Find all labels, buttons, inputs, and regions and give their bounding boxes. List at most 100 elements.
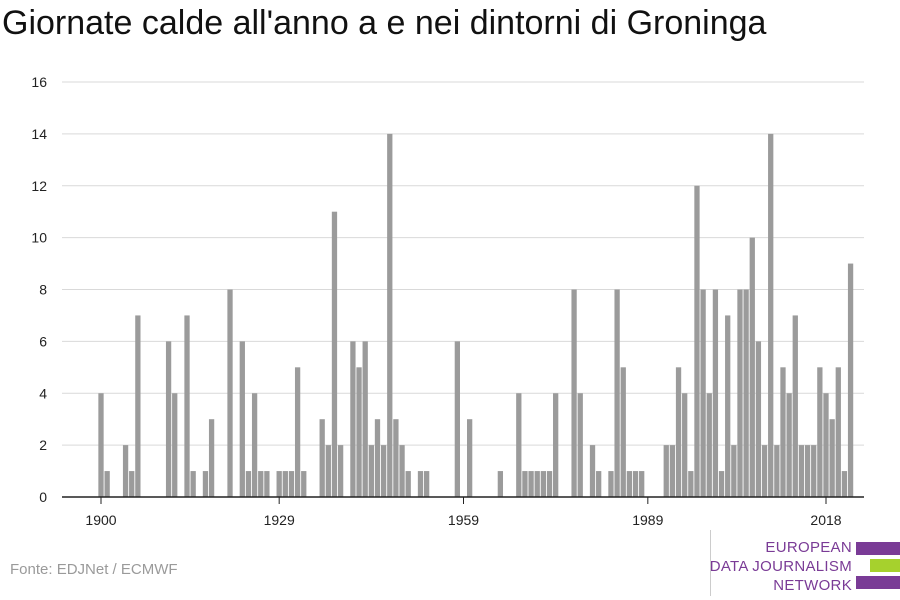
y-tick-label: 2 <box>39 437 47 453</box>
bar-1911[interactable] <box>165 341 172 497</box>
bar-2018[interactable] <box>823 393 829 497</box>
bar-1944[interactable] <box>368 445 374 497</box>
bar-2017[interactable] <box>817 367 823 497</box>
bar-1932[interactable] <box>294 367 301 497</box>
bar-1941[interactable] <box>350 341 356 497</box>
bar-1996[interactable] <box>688 471 694 497</box>
y-tick-label: 0 <box>39 489 47 505</box>
bar-1974[interactable] <box>553 393 559 497</box>
bar-1986[interactable] <box>626 471 633 497</box>
bar-2005[interactable] <box>743 289 749 498</box>
bar-1972[interactable] <box>540 471 547 497</box>
bar-1993[interactable] <box>669 445 676 497</box>
bar-1921[interactable] <box>227 289 233 498</box>
bar-2009[interactable] <box>768 133 774 497</box>
bar-1926[interactable] <box>258 471 264 497</box>
y-tick-label: 8 <box>39 282 47 298</box>
bar-1970[interactable] <box>528 471 534 497</box>
bar-1936[interactable] <box>319 419 325 497</box>
bar-1931[interactable] <box>288 471 295 497</box>
bar-1929[interactable] <box>276 471 282 497</box>
bar-1999[interactable] <box>706 393 712 497</box>
bar-1933[interactable] <box>301 471 307 497</box>
bar-1958[interactable] <box>454 341 460 497</box>
bar-1943[interactable] <box>362 341 368 497</box>
bar-1948[interactable] <box>393 419 399 497</box>
bar-1918[interactable] <box>208 419 215 497</box>
bar-2021[interactable] <box>841 471 848 497</box>
bar-1992[interactable] <box>663 445 669 497</box>
bar-1973[interactable] <box>546 471 553 497</box>
bar-1965[interactable] <box>497 471 504 497</box>
bar-1987[interactable] <box>632 471 639 497</box>
bar-1952[interactable] <box>417 471 424 497</box>
bar-1925[interactable] <box>251 393 258 497</box>
bar-2011[interactable] <box>780 367 786 497</box>
bar-1984[interactable] <box>614 289 620 498</box>
bar-1978[interactable] <box>577 393 583 497</box>
bar-2006[interactable] <box>749 237 755 497</box>
bar-1901[interactable] <box>104 471 110 497</box>
bar-1980[interactable] <box>589 445 596 497</box>
logo-bar-bottom <box>856 576 900 589</box>
bar-1946[interactable] <box>380 445 387 497</box>
logo-line-data-journalism: DATA JOURNALISM <box>709 558 852 575</box>
bar-1998[interactable] <box>700 289 706 498</box>
bar-2012[interactable] <box>786 393 792 497</box>
bar-1997[interactable] <box>694 185 700 497</box>
bar-1949[interactable] <box>399 445 405 497</box>
bar-1937[interactable] <box>325 445 331 497</box>
bar-1905[interactable] <box>129 471 135 497</box>
x-tick-label: 1989 <box>632 512 663 528</box>
bar-2016[interactable] <box>811 445 817 497</box>
bar-1950[interactable] <box>405 471 411 497</box>
bar-1927[interactable] <box>264 471 270 497</box>
bar-1947[interactable] <box>387 133 393 497</box>
bar-1968[interactable] <box>516 393 522 497</box>
y-tick-label: 14 <box>31 126 47 142</box>
bar-1900[interactable] <box>98 393 104 497</box>
bar-2022[interactable] <box>847 263 854 497</box>
bar-2000[interactable] <box>712 289 719 498</box>
bar-2019[interactable] <box>829 419 835 497</box>
edjnet-logo[interactable]: EUROPEAN DATA JOURNALISM NETWORK <box>710 530 900 596</box>
bar-1985[interactable] <box>620 367 626 497</box>
y-tick-label: 4 <box>39 385 47 401</box>
bar-1914[interactable] <box>184 315 190 497</box>
bar-1953[interactable] <box>423 471 430 497</box>
bar-1912[interactable] <box>172 393 178 497</box>
bar-2007[interactable] <box>755 341 762 497</box>
bar-1942[interactable] <box>356 367 362 497</box>
bar-2008[interactable] <box>761 445 768 497</box>
bar-2020[interactable] <box>835 367 841 497</box>
axes: 0 2 4 6 8 10 12 14 16 1900 1929 1959 1989 2018 <box>31 74 864 528</box>
bar-1981[interactable] <box>596 471 602 497</box>
bar-1995[interactable] <box>682 393 688 497</box>
bar-1988[interactable] <box>639 471 645 497</box>
bar-1924[interactable] <box>245 471 252 497</box>
bar-1945[interactable] <box>374 419 381 497</box>
bar-2001[interactable] <box>718 471 725 497</box>
bar-1969[interactable] <box>522 471 528 497</box>
bar-1977[interactable] <box>571 289 577 498</box>
bar-1994[interactable] <box>675 367 682 497</box>
bar-1971[interactable] <box>534 471 540 497</box>
bar-1917[interactable] <box>202 471 209 497</box>
bar-1904[interactable] <box>122 445 129 497</box>
bar-2013[interactable] <box>792 315 798 497</box>
bar-1939[interactable] <box>337 445 344 497</box>
bar-2003[interactable] <box>731 445 737 497</box>
bar-2015[interactable] <box>804 445 811 497</box>
logo-divider <box>710 530 711 596</box>
bar-1930[interactable] <box>282 471 288 497</box>
bar-1983[interactable] <box>608 471 614 497</box>
bar-2010[interactable] <box>774 445 780 497</box>
bar-1960[interactable] <box>467 419 473 497</box>
bar-2002[interactable] <box>725 315 731 497</box>
bar-1906[interactable] <box>135 315 141 497</box>
bar-1938[interactable] <box>331 211 338 497</box>
bar-1923[interactable] <box>239 341 245 497</box>
bar-2014[interactable] <box>798 445 805 497</box>
bar-2004[interactable] <box>737 289 743 498</box>
bar-1915[interactable] <box>190 471 196 497</box>
